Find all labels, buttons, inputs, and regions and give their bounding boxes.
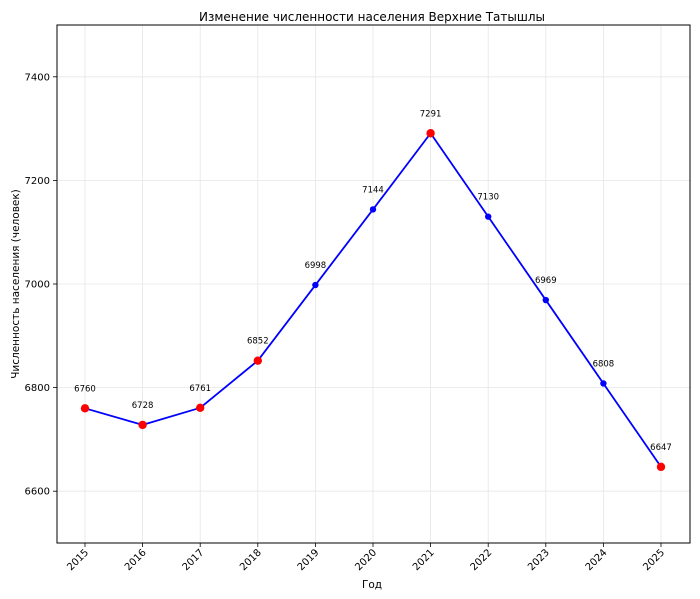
data-point [542, 296, 549, 304]
x-tick-label: 2020 [353, 547, 379, 573]
data-label: 6852 [247, 337, 269, 347]
y-tick-label: 7400 [25, 72, 50, 83]
data-points [80, 129, 666, 472]
x-tick-label: 2022 [469, 547, 495, 573]
data-point [600, 380, 607, 387]
chart-title: Изменение численности населения Верхние … [199, 10, 545, 24]
x-tick-label: 2018 [238, 547, 264, 573]
data-point [485, 213, 492, 220]
y-tick-label: 6800 [25, 383, 50, 394]
data-point [312, 281, 319, 289]
data-point [369, 206, 377, 213]
x-tick-label: 2016 [123, 547, 149, 573]
data-labels: 6760 6728 6761 6852 6998 7144 7291 7130 6969 6808… [74, 109, 672, 453]
x-tick-label: 2023 [526, 547, 552, 573]
data-label: 6808 [593, 359, 615, 369]
y-axis-label: Численность населения (человек) [10, 189, 22, 379]
data-point [426, 129, 435, 138]
x-tick-label: 2025 [641, 547, 667, 573]
x-axis-label: Год [362, 579, 382, 591]
data-label: 6998 [305, 261, 327, 271]
data-label: 7291 [420, 109, 442, 119]
x-tick-label: 2017 [181, 547, 207, 573]
y-axis-ticks: 6600 6800 7000 7200 7400 [25, 72, 57, 498]
data-label: 7130 [477, 193, 499, 203]
data-point [196, 403, 205, 413]
data-point [656, 462, 666, 472]
data-label: 6760 [74, 384, 96, 394]
data-point [253, 356, 262, 365]
data-point [138, 420, 147, 430]
x-tick-label: 2021 [411, 547, 437, 573]
data-label: 6647 [650, 443, 672, 453]
y-tick-label: 7000 [25, 280, 50, 291]
y-tick-label: 6600 [25, 487, 50, 498]
data-label: 6969 [535, 276, 557, 286]
data-label: 6761 [189, 384, 211, 394]
x-axis-ticks: 2015 2016 2017 2018 2019 2020 2021 2022 2023 2024… [65, 543, 667, 573]
data-point [80, 404, 90, 413]
x-tick-label: 2019 [296, 547, 322, 573]
y-tick-label: 7200 [25, 176, 50, 187]
x-tick-label: 2015 [65, 547, 91, 573]
x-tick-label: 2024 [584, 547, 610, 573]
data-label: 7144 [362, 185, 384, 195]
data-label: 6728 [132, 401, 154, 411]
grid [57, 25, 690, 543]
